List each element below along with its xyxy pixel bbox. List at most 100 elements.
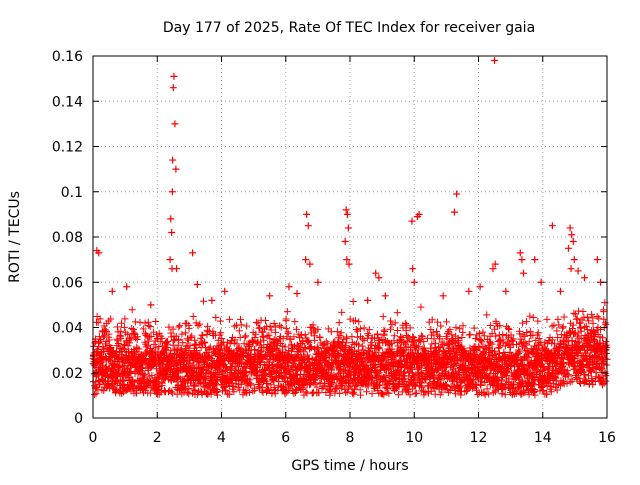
data-point bbox=[168, 228, 176, 236]
data-point bbox=[548, 222, 556, 230]
data-point bbox=[123, 283, 131, 291]
data-point bbox=[272, 328, 280, 336]
x-tick-label: 14 bbox=[534, 430, 552, 446]
data-point bbox=[226, 382, 234, 390]
x-tick-label: 2 bbox=[153, 430, 162, 446]
data-point bbox=[152, 318, 160, 326]
data-point bbox=[363, 381, 371, 389]
data-point bbox=[113, 323, 121, 331]
data-point bbox=[221, 287, 229, 295]
data-point bbox=[247, 380, 255, 388]
data-point bbox=[286, 335, 294, 343]
data-point bbox=[162, 338, 170, 346]
data-point bbox=[158, 334, 166, 342]
data-point bbox=[393, 309, 401, 317]
data-point bbox=[133, 333, 141, 341]
data-point bbox=[593, 256, 601, 264]
data-point bbox=[356, 325, 364, 333]
data-point bbox=[230, 339, 238, 347]
data-point bbox=[169, 84, 177, 92]
data-point bbox=[141, 370, 149, 378]
data-point bbox=[355, 341, 363, 349]
data-point bbox=[346, 315, 354, 323]
data-point bbox=[182, 329, 190, 337]
data-point bbox=[284, 330, 292, 338]
data-point bbox=[193, 363, 201, 371]
data-point bbox=[173, 265, 181, 273]
data-point bbox=[252, 318, 260, 326]
data-point bbox=[373, 331, 381, 339]
data-point bbox=[297, 331, 305, 339]
data-point bbox=[186, 359, 194, 367]
data-point bbox=[145, 337, 153, 345]
data-point bbox=[354, 333, 362, 341]
data-point bbox=[191, 336, 199, 344]
data-point bbox=[113, 372, 121, 380]
data-point bbox=[260, 336, 268, 344]
data-point bbox=[378, 390, 386, 398]
data-point bbox=[474, 391, 482, 399]
data-point bbox=[207, 390, 215, 398]
data-point bbox=[146, 323, 154, 331]
data-point bbox=[430, 375, 438, 383]
data-point bbox=[438, 341, 446, 349]
data-point bbox=[299, 384, 307, 392]
y-tick-label: 0.16 bbox=[52, 49, 83, 65]
data-point bbox=[96, 315, 104, 323]
data-point bbox=[350, 388, 358, 396]
data-point bbox=[534, 317, 542, 325]
data-point bbox=[217, 329, 225, 337]
data-point bbox=[337, 329, 345, 337]
data-point bbox=[600, 308, 608, 316]
data-point bbox=[251, 334, 259, 342]
data-point bbox=[394, 391, 402, 399]
data-point bbox=[352, 326, 360, 334]
data-point bbox=[360, 324, 368, 332]
data-point bbox=[252, 330, 260, 338]
data-point bbox=[456, 325, 464, 333]
data-point bbox=[298, 386, 306, 394]
data-point bbox=[136, 318, 144, 326]
data-point bbox=[576, 319, 584, 327]
data-point bbox=[379, 313, 387, 321]
data-point bbox=[168, 188, 176, 196]
data-point bbox=[342, 389, 350, 397]
data-point bbox=[437, 322, 445, 330]
data-point bbox=[130, 326, 138, 334]
data-point bbox=[566, 378, 574, 386]
data-point bbox=[152, 343, 160, 351]
data-point bbox=[308, 344, 316, 352]
data-point bbox=[391, 319, 399, 327]
x-tick-label: 0 bbox=[89, 430, 98, 446]
data-point bbox=[554, 315, 562, 323]
data-point bbox=[130, 349, 138, 357]
data-point bbox=[267, 381, 275, 389]
data-point bbox=[429, 373, 437, 381]
data-point bbox=[452, 324, 460, 332]
data-point bbox=[491, 57, 499, 65]
data-point bbox=[201, 338, 209, 346]
data-point bbox=[141, 355, 149, 363]
data-point bbox=[566, 224, 574, 232]
data-point bbox=[212, 314, 220, 322]
data-point bbox=[406, 324, 414, 332]
data-point bbox=[535, 334, 543, 342]
data-point bbox=[483, 385, 491, 393]
data-point bbox=[177, 345, 185, 353]
data-point bbox=[280, 373, 288, 381]
data-point bbox=[470, 324, 478, 332]
data-point bbox=[246, 388, 254, 396]
data-point bbox=[271, 372, 279, 380]
data-point bbox=[415, 343, 423, 351]
data-point bbox=[459, 322, 467, 330]
data-point bbox=[302, 256, 310, 264]
data-point bbox=[417, 332, 425, 340]
x-tick-label: 12 bbox=[470, 430, 488, 446]
data-point bbox=[385, 389, 393, 397]
y-tick-label: 0.04 bbox=[52, 321, 83, 337]
data-point bbox=[226, 366, 234, 374]
data-point bbox=[409, 265, 417, 273]
data-point bbox=[453, 190, 461, 198]
data-point bbox=[213, 391, 221, 399]
data-point bbox=[429, 329, 437, 337]
